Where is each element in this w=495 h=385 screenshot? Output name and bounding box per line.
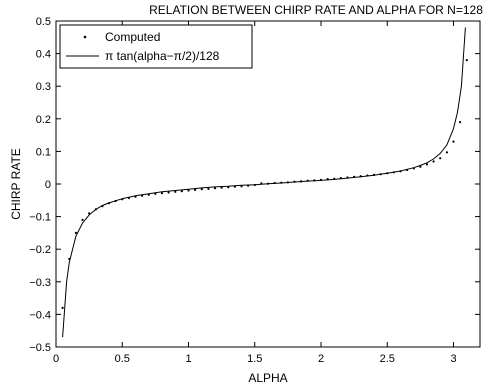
x-tick-label: 1 xyxy=(185,353,191,365)
y-tick-label: −0.2 xyxy=(29,244,51,256)
data-point xyxy=(207,187,210,190)
legend-box xyxy=(59,24,253,69)
data-point xyxy=(445,151,448,154)
data-point xyxy=(167,191,170,194)
data-point xyxy=(81,218,84,221)
x-tick-label: 0 xyxy=(53,353,59,365)
y-tick-label: −0.1 xyxy=(29,212,51,224)
series-layer xyxy=(61,27,468,338)
data-point xyxy=(187,189,190,192)
data-point xyxy=(452,140,455,143)
legend-label-theory: π tan(alpha−π/2)/128 xyxy=(105,49,220,63)
data-point xyxy=(88,212,91,215)
y-tick-label: 0 xyxy=(45,179,51,191)
y-tick-label: −0.5 xyxy=(29,342,51,354)
data-point xyxy=(425,163,429,166)
chart-title: RELATION BETWEEN CHIRP RATE AND ALPHA FO… xyxy=(149,3,483,17)
y-tick-label: 0.3 xyxy=(36,81,51,93)
data-point xyxy=(200,188,203,191)
data-point xyxy=(61,306,64,309)
x-tick-label: 0.5 xyxy=(115,353,130,365)
y-tick-label: −0.3 xyxy=(29,277,51,289)
data-point xyxy=(439,157,442,160)
legend-label-computed: Computed xyxy=(105,30,160,44)
data-point xyxy=(160,192,164,195)
data-point xyxy=(432,160,435,163)
data-point xyxy=(419,165,422,168)
data-point xyxy=(465,59,468,62)
legend: Computed π tan(alpha−π/2)/128 xyxy=(59,24,253,69)
series-line-theory xyxy=(62,27,466,338)
x-axis-label: ALPHA xyxy=(248,371,287,385)
legend-marker-computed xyxy=(83,35,87,39)
data-point xyxy=(194,188,197,191)
x-tick-label: 3 xyxy=(450,353,456,365)
x-tick-label: 2.5 xyxy=(380,353,395,365)
y-tick-label: 0.4 xyxy=(36,49,51,61)
y-axis-label: CHIRP RATE xyxy=(9,148,23,220)
x-tick-label: 1.5 xyxy=(247,353,262,365)
data-point xyxy=(180,190,183,193)
data-point xyxy=(74,231,77,234)
data-point xyxy=(174,190,177,193)
x-tick-label: 2 xyxy=(318,353,324,365)
data-point xyxy=(213,187,217,190)
y-tick-label: 0.2 xyxy=(36,114,51,126)
data-point xyxy=(459,121,462,124)
tick-labels: 0 0.5 1 1.5 2 2.5 3 −0.5 −0.4 −0.3 −0.2 −0.1 0 0.1 0.2… xyxy=(29,16,456,365)
y-tick-label: 0.5 xyxy=(36,16,51,28)
y-tick-label: 0.1 xyxy=(36,146,51,158)
y-tick-label: −0.4 xyxy=(29,309,51,321)
